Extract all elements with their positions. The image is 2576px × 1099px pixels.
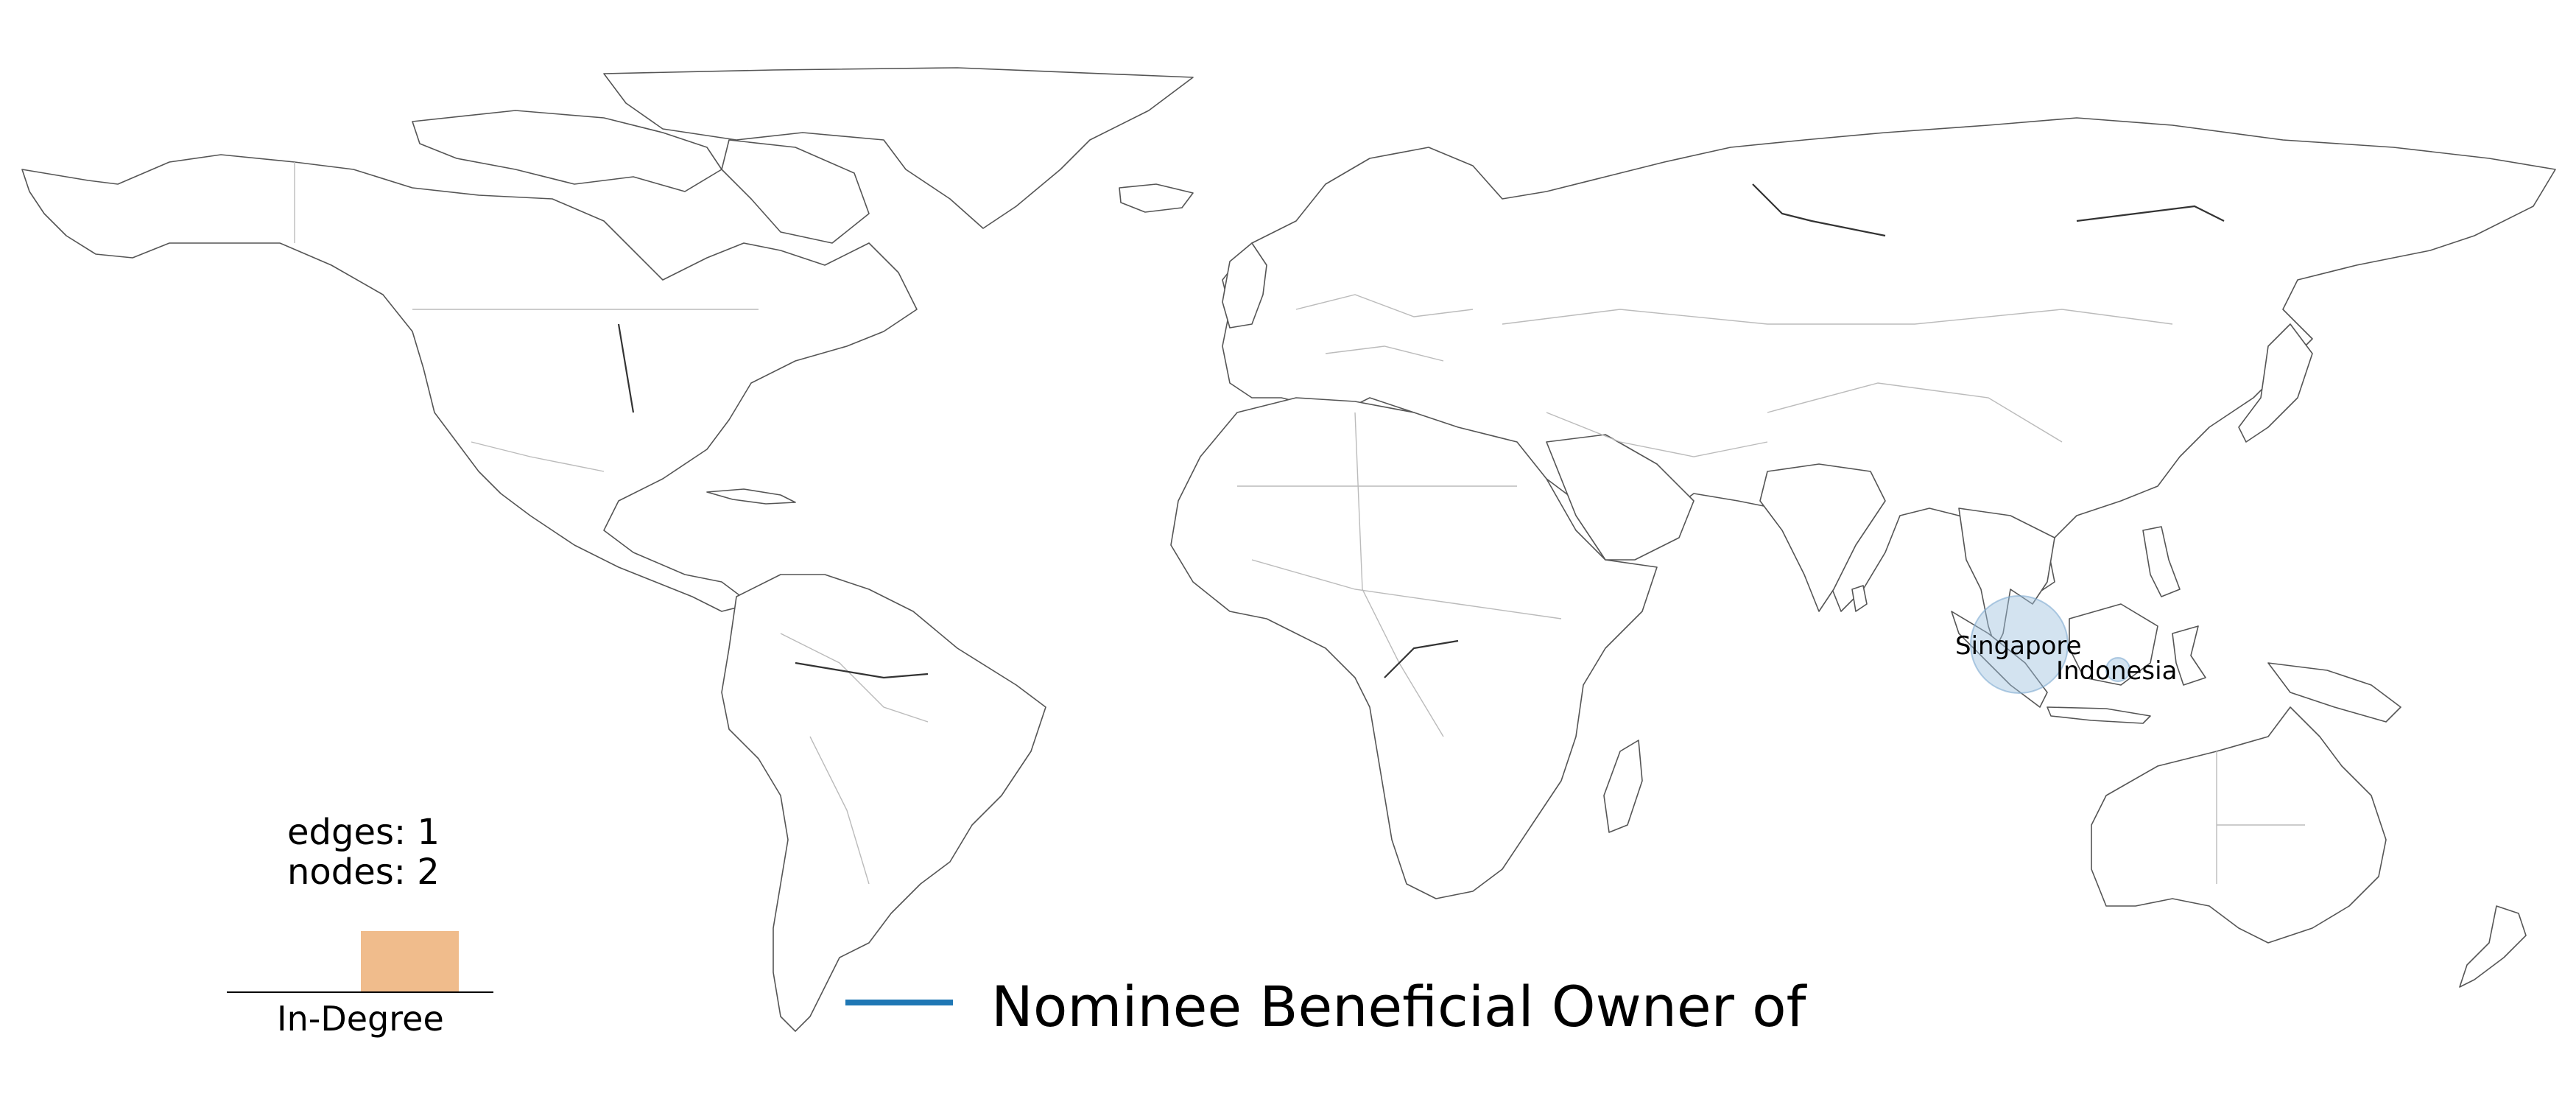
landmass-sulawesi [2172,625,2206,686]
network-stats: edges: 1 nodes: 2 [287,812,440,892]
landmass-japan [2238,323,2313,443]
legend-edge-swatch [845,1000,953,1005]
border-africa-2 [1354,412,1444,737]
landmass-java [2047,706,2151,724]
node-label-singapore: Singapore [1955,631,2082,661]
legend-edge-label: Nominee Beneficial Owner of [991,974,1806,1039]
border-china-west [1767,382,2063,443]
landmass-sri-lanka [1851,585,1868,612]
landmass-cuba [706,488,796,505]
river-congo [1384,639,1459,678]
edges-count: edges: 1 [287,812,440,853]
landmass-arabia [1546,434,1695,561]
landmass-south-america [721,574,1046,1032]
border-europe-1 [1295,294,1474,317]
landmass-british-isles [1222,242,1267,329]
in-degree-histogram-axis [227,991,493,993]
border-middle-east [1546,412,1768,457]
border-us-mexico [471,441,605,472]
border-australia [2216,751,2305,884]
node-singapore[interactable] [1970,595,2069,694]
landmass-arctic-islands [412,110,722,192]
country-borders [294,162,2305,885]
landmass-new-zealand [2459,905,2527,988]
node-label-indonesia: Indonesia [2056,656,2177,686]
landmass-greenland [603,67,1194,229]
landmass-sumatra [1951,611,2048,708]
landmass-madagascar [1603,740,1643,833]
border-south-america-1 [780,633,929,723]
river-mississippi [617,323,635,413]
network-nodes: Singapore Indonesia [1955,595,2177,694]
landmasses [21,67,2556,1032]
nodes-count: nodes: 2 [287,852,440,893]
node-indonesia[interactable] [2105,657,2130,682]
landmass-iceland [1119,183,1194,213]
river-siberia-2 [2076,205,2225,222]
landmass-philippines [2142,526,2181,597]
border-russia-south [1502,309,2173,325]
river-amazon [795,661,929,679]
landmass-india [1759,463,1886,612]
river-siberia-1 [1752,183,1886,237]
in-degree-histogram-bar [361,931,459,991]
landmass-new-guinea [2267,662,2401,723]
landmass-borneo [2069,603,2158,686]
in-degree-histogram-label: In-Degree [277,999,444,1039]
border-south-america-2 [809,736,870,885]
rivers [617,183,2225,679]
landmass-indochina [1958,508,2055,649]
border-europe-2 [1325,345,1444,362]
border-africa-3 [1251,559,1562,619]
landmass-baffin [721,139,870,244]
landmass-north-america [21,154,918,612]
